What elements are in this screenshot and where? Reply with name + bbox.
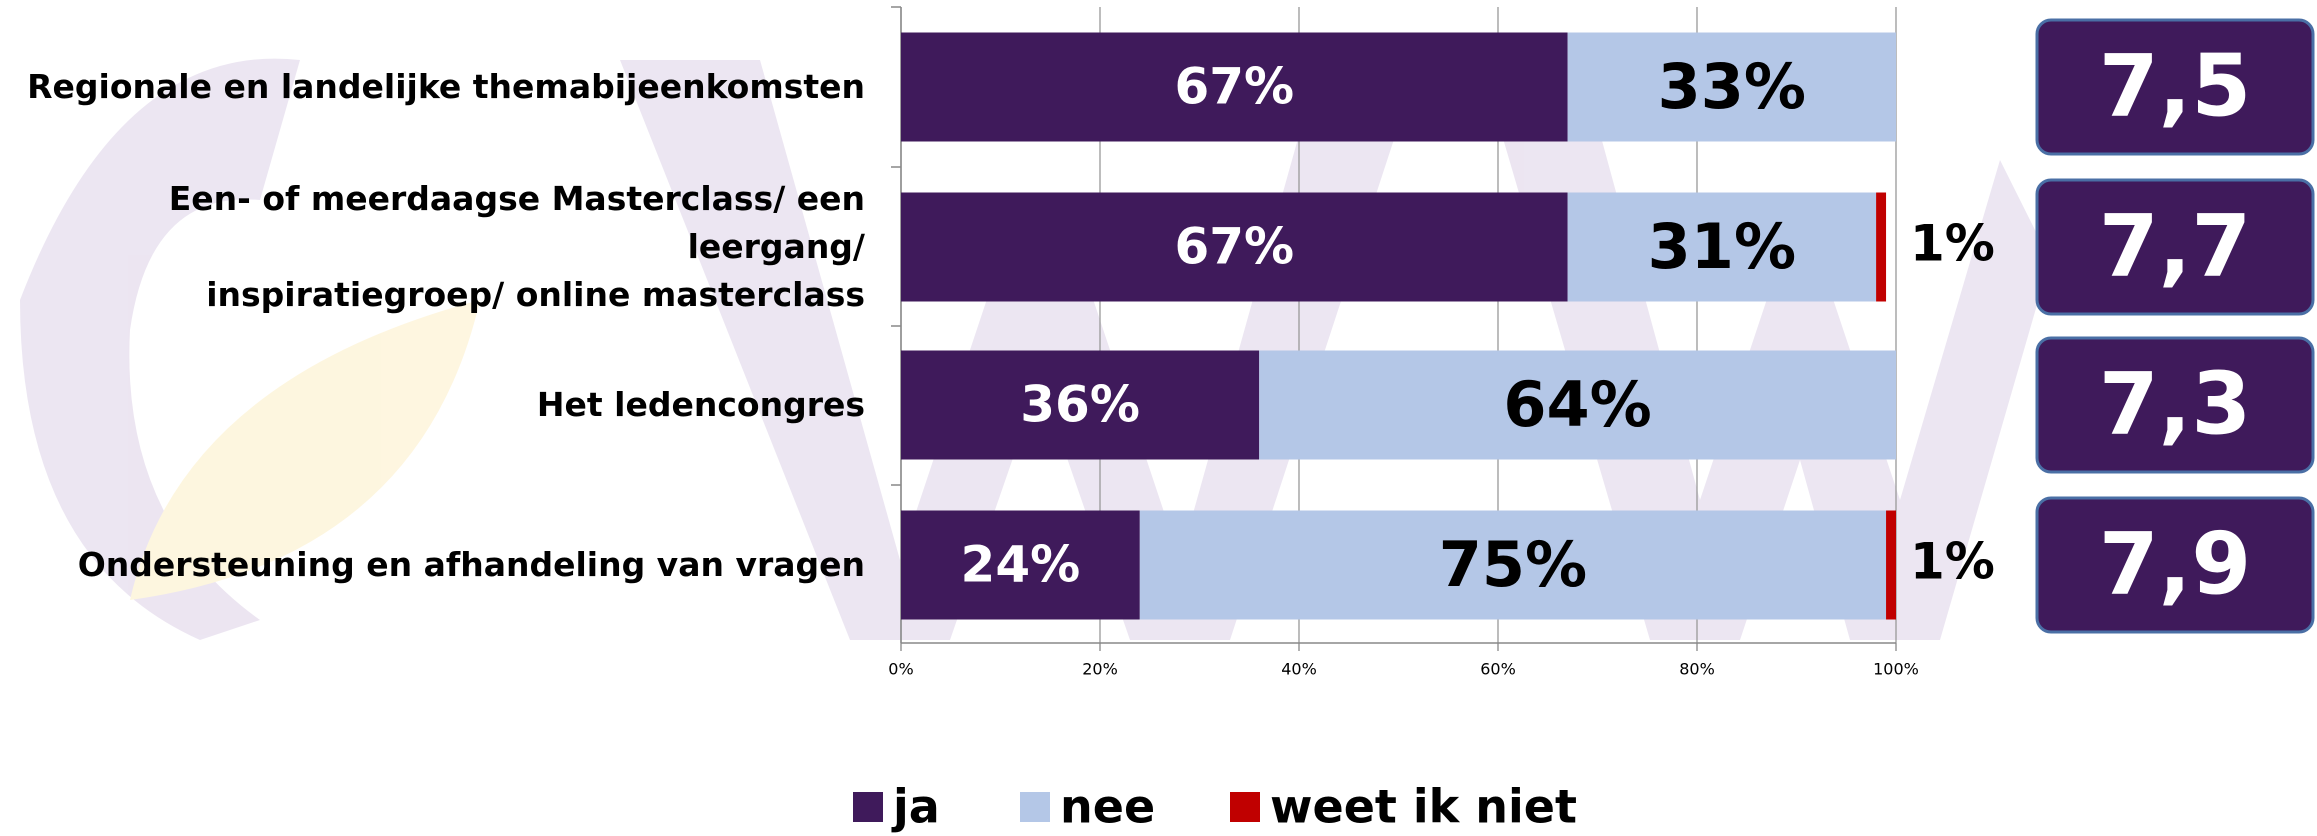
data-label: 75%	[1439, 528, 1587, 601]
score-box	[2035, 496, 2315, 634]
data-label: 31%	[1648, 210, 1796, 283]
score-label: 7,3	[2099, 354, 2251, 454]
legend-swatch	[1020, 792, 1050, 822]
legend-swatch	[1230, 792, 1260, 822]
legend-label: ja	[891, 780, 940, 834]
bar-segment	[901, 192, 1568, 302]
score-label: 7,5	[2099, 36, 2251, 136]
score-box	[2035, 18, 2315, 156]
data-label: 24%	[961, 536, 1081, 594]
data-label: 1%	[1910, 215, 1995, 273]
legend-label: weet ik niet	[1270, 780, 1577, 834]
x-tick-label: 80%	[1679, 660, 1715, 679]
data-label: 67%	[1174, 58, 1294, 116]
bar-segment	[1567, 32, 1896, 142]
x-tick-label: 60%	[1480, 660, 1516, 679]
bar-segment	[1259, 350, 1896, 460]
legend-swatch	[853, 792, 883, 822]
data-label: 33%	[1658, 50, 1806, 123]
legend-label: nee	[1060, 780, 1155, 834]
score-label: 7,7	[2099, 196, 2251, 296]
bar-segment	[1886, 510, 1896, 620]
score-box	[2035, 336, 2315, 474]
data-label: 1%	[1910, 533, 1995, 591]
data-label: 36%	[1020, 376, 1140, 434]
category-label: Ondersteuning en afhandeling van vragen	[77, 545, 865, 584]
bar-segment	[901, 350, 1260, 460]
data-label: 67%	[1174, 218, 1294, 276]
bar-segment	[901, 32, 1568, 142]
x-tick-label: 20%	[1082, 660, 1118, 679]
bar-segment	[1139, 510, 1887, 620]
x-tick-label: 40%	[1281, 660, 1317, 679]
x-tick-label: 0%	[888, 660, 913, 679]
category-label: Het ledencongres	[536, 385, 865, 424]
bar-segment	[1567, 192, 1877, 302]
score-box	[2035, 178, 2315, 316]
bar-segment	[1876, 192, 1887, 302]
data-label: 64%	[1503, 368, 1651, 441]
category-label: Regionale en landelijke themabijeenkomst…	[27, 67, 865, 106]
x-tick-label: 100%	[1873, 660, 1919, 679]
watermark	[20, 58, 2050, 641]
category-label: Een- of meerdaagse Masterclass/ een leer…	[168, 179, 865, 314]
bar-segment	[901, 510, 1140, 620]
score-label: 7,9	[2099, 514, 2251, 614]
